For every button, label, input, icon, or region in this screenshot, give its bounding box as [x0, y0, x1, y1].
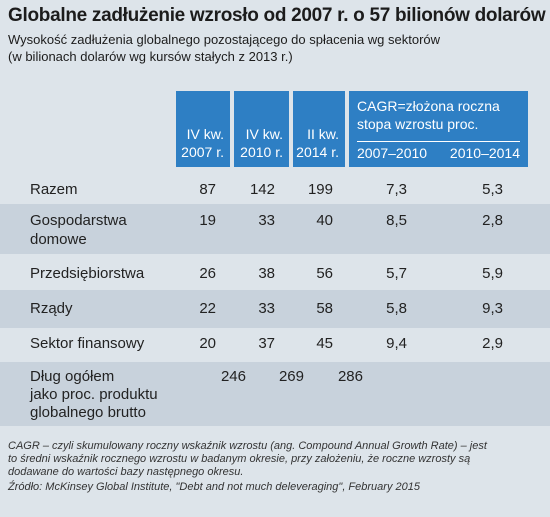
cagr-header-line-2: stopa wzrostu proc. — [357, 116, 479, 132]
cagr-total-2007-2010: 7,3 — [386, 181, 407, 198]
cagr-divider — [357, 141, 520, 142]
footnote-line-3: dodawane do wartości bazy następnego okr… — [8, 466, 244, 478]
column-header-2010-line-1: IV kw. — [245, 126, 283, 142]
value-financial-2010: 37 — [258, 335, 275, 352]
row-label-households-line-1: Gospodarstwa — [30, 212, 127, 229]
table-row-governments: Rządy 22 33 58 5,8 9,3 — [0, 290, 550, 328]
table-row-corporations: Przedsiębiorstwa 26 38 56 5,7 5,9 — [0, 254, 550, 290]
cagr-period-2010-2014: 2010–2014 — [449, 145, 520, 161]
row-label-debt-to-gdp-line-2: jako proc. produktu — [30, 386, 158, 403]
cagr-households-2007-2010: 8,5 — [386, 212, 407, 229]
row-label-corporations: Przedsiębiorstwa — [30, 265, 145, 282]
value-governments-2007: 22 — [199, 300, 216, 317]
column-header-2007-line-1: IV kw. — [186, 126, 224, 142]
column-header-2010: IV kw. 2010 r. — [234, 91, 289, 167]
value-corporations-2014: 56 — [316, 265, 333, 282]
row-label-total: Razem — [30, 181, 78, 198]
value-corporations-2007: 26 — [199, 265, 216, 282]
chart-subtitle-line-1: Wysokość zadłużenia globalnego pozostają… — [8, 32, 441, 47]
table-row-households: Gospodarstwa domowe 19 33 40 8,5 2,8 — [0, 204, 550, 254]
source-note: Źródło: McKinsey Global Institute, "Debt… — [8, 481, 420, 493]
footnote-line-2: to średni wskaźnik rocznego wzrostu w ba… — [8, 453, 471, 465]
footnote-line-1: CAGR – czyli skumulowany roczny wskaźnik… — [8, 440, 487, 452]
cagr-governments-2007-2010: 5,8 — [386, 300, 407, 317]
chart-title: Globalne zadłużenie wzrosło od 2007 r. o… — [8, 5, 546, 26]
cagr-total-2010-2014: 5,3 — [482, 181, 503, 198]
value-corporations-2010: 38 — [258, 265, 275, 282]
cagr-governments-2010-2014: 9,3 — [482, 300, 503, 317]
value-households-2007: 19 — [199, 212, 216, 229]
row-label-governments: Rządy — [30, 300, 73, 317]
value-total-2007: 87 — [199, 181, 216, 198]
chart-subtitle-line-2: (w bilionach dolarów wg kursów stałych z… — [8, 49, 293, 64]
value-debt-to-gdp-2014: 286 — [337, 368, 363, 385]
column-header-2007-line-2: 2007 r. — [181, 144, 224, 160]
table-row-financial: Sektor finansowy 20 37 45 9,4 2,9 — [0, 328, 550, 362]
row-label-financial: Sektor finansowy — [30, 335, 145, 352]
value-total-2014: 199 — [307, 181, 333, 198]
cagr-period-2007-2010: 2007–2010 — [357, 145, 428, 161]
value-financial-2014: 45 — [316, 335, 333, 352]
cagr-header-line-1: CAGR=złożona roczna — [357, 98, 500, 114]
table-row-debt-to-gdp: Dług ogółem jako proc. produktu globalne… — [0, 362, 550, 426]
cagr-households-2010-2014: 2,8 — [482, 212, 503, 229]
cagr-corporations-2007-2010: 5,7 — [386, 265, 407, 282]
column-header-2014-line-1: II kw. — [307, 126, 339, 142]
value-debt-to-gdp-2010: 269 — [278, 368, 304, 385]
value-governments-2014: 58 — [316, 300, 333, 317]
cagr-corporations-2010-2014: 5,9 — [482, 265, 503, 282]
row-label-debt-to-gdp-line-1: Dług ogółem — [30, 368, 115, 385]
row-label-households-line-2: domowe — [30, 231, 87, 248]
cagr-header: CAGR=złożona roczna stopa wzrostu proc. … — [349, 91, 528, 167]
value-financial-2007: 20 — [199, 335, 216, 352]
column-header-2007: IV kw. 2007 r. — [176, 91, 230, 167]
column-header-2010-line-2: 2010 r. — [240, 144, 283, 160]
cagr-financial-2010-2014: 2,9 — [482, 335, 503, 352]
cagr-financial-2007-2010: 9,4 — [386, 335, 407, 352]
value-total-2010: 142 — [249, 181, 275, 198]
value-households-2010: 33 — [258, 212, 275, 229]
table-row-total: Razem 87 142 199 7,3 5,3 — [0, 172, 550, 204]
value-debt-to-gdp-2007: 246 — [220, 368, 246, 385]
row-label-debt-to-gdp-line-3: globalnego brutto — [30, 404, 146, 421]
value-households-2014: 40 — [316, 212, 333, 229]
column-header-2014: II kw. 2014 r. — [293, 91, 345, 167]
column-header-2014-line-2: 2014 r. — [296, 144, 339, 160]
cagr-header-title: CAGR=złożona roczna stopa wzrostu proc. — [357, 97, 500, 133]
value-governments-2010: 33 — [258, 300, 275, 317]
